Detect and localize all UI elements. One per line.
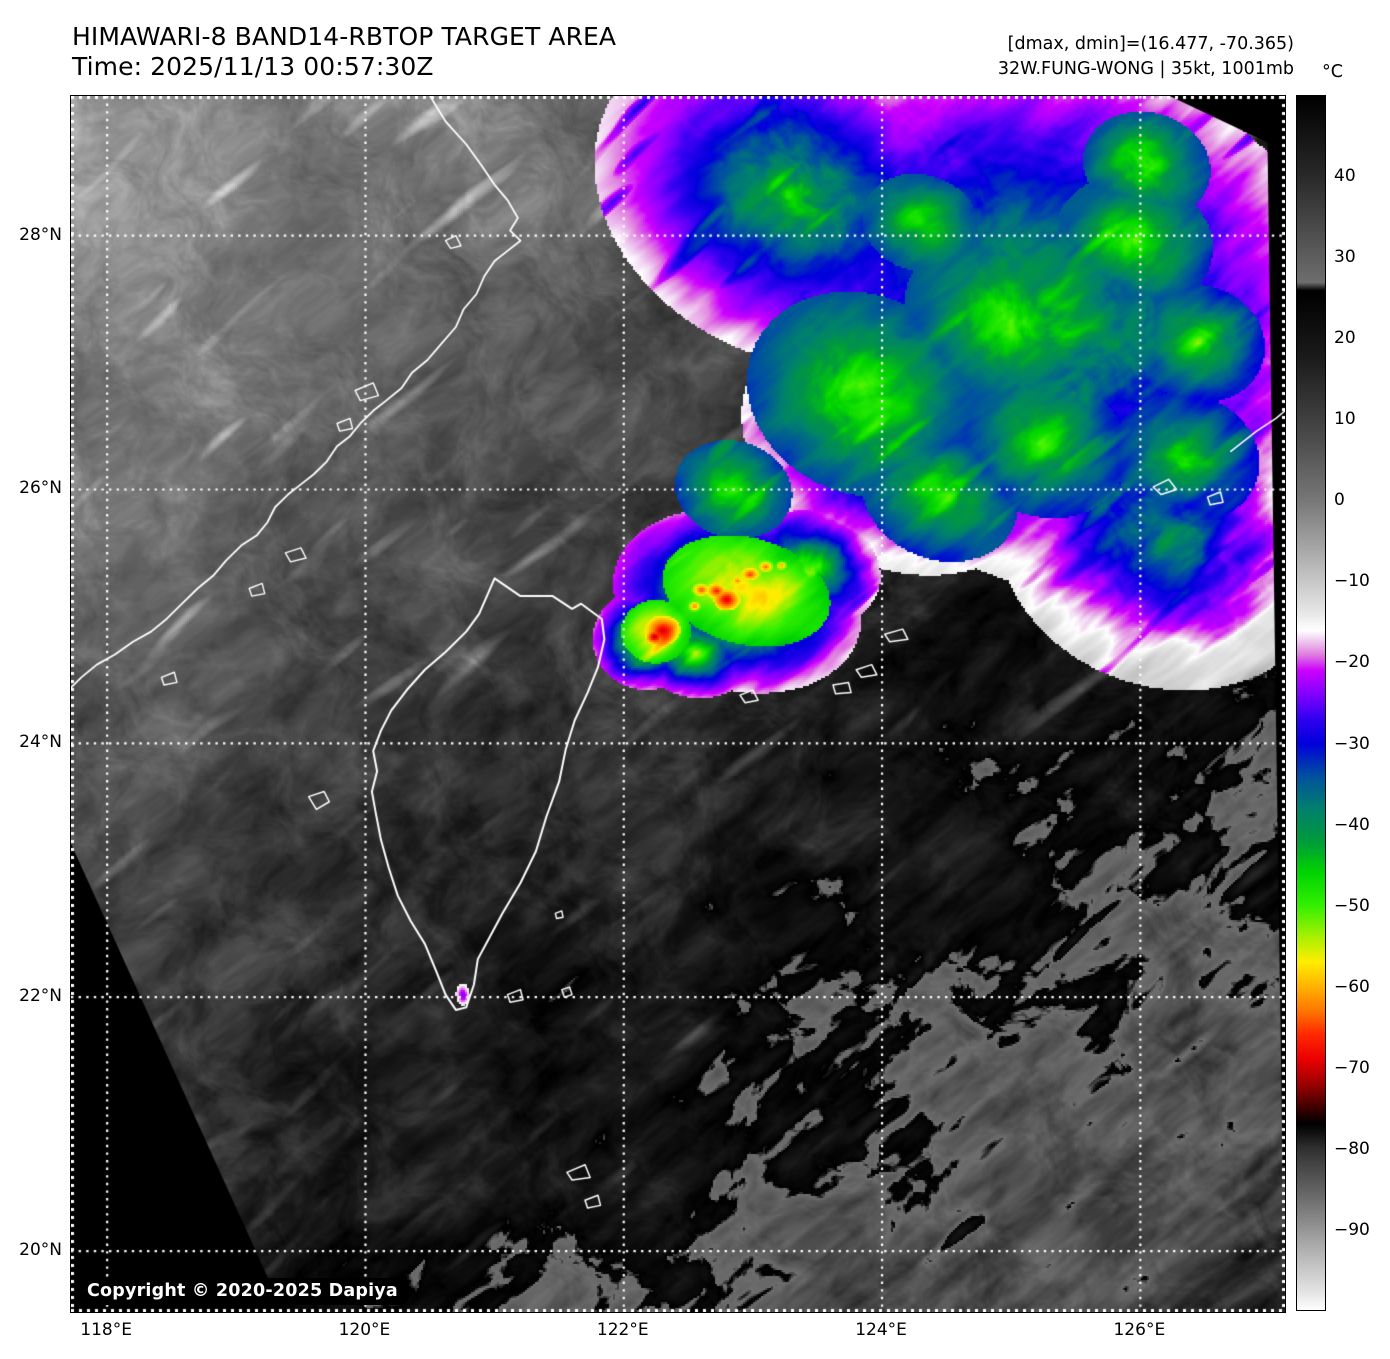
colorbar-tick--20: −20 <box>1334 652 1370 673</box>
colorbar-tick-0: 0 <box>1334 490 1345 511</box>
colorbar-tick-30: 30 <box>1334 247 1356 268</box>
page-title: HIMAWARI-8 BAND14-RBTOP TARGET AREA <box>72 22 617 51</box>
storm-info-label: 32W.FUNG-WONG | 35kt, 1001mb <box>997 59 1294 79</box>
y-tick-26: 26°N <box>19 478 62 499</box>
x-tick-126: 126°E <box>1113 1320 1166 1340</box>
y-tick-20: 20°N <box>19 1240 62 1261</box>
colorbar-tick--50: −50 <box>1334 895 1370 916</box>
x-tick-122: 122°E <box>596 1320 649 1340</box>
satellite-imagery-canvas <box>71 96 1285 1312</box>
x-tick-120: 120°E <box>338 1320 391 1340</box>
colorbar-tick--10: −10 <box>1334 571 1370 592</box>
colorbar-gradient <box>1297 96 1325 1310</box>
colorbar <box>1296 95 1326 1311</box>
colorbar-tick--90: −90 <box>1334 1219 1370 1240</box>
colorbar-tick--60: −60 <box>1334 976 1370 997</box>
y-tick-22: 22°N <box>19 986 62 1007</box>
y-tick-28: 28°N <box>19 224 62 245</box>
dmax-dmin-label: [dmax, dmin]=(16.477, -70.365) <box>1007 34 1294 54</box>
x-tick-118: 118°E <box>80 1320 133 1340</box>
copyright-badge: Copyright © 2020-2025 Dapiya <box>76 1278 409 1305</box>
colorbar-tick-10: 10 <box>1334 409 1356 430</box>
colorbar-tick--40: −40 <box>1334 814 1370 835</box>
colorbar-tick--30: −30 <box>1334 733 1370 754</box>
y-tick-24: 24°N <box>19 732 62 753</box>
x-tick-124: 124°E <box>855 1320 907 1340</box>
colorbar-unit-label: °C <box>1322 62 1343 82</box>
map-plot-area <box>70 95 1286 1313</box>
colorbar-tick--70: −70 <box>1334 1057 1370 1078</box>
colorbar-tick-40: 40 <box>1334 166 1356 187</box>
colorbar-tick-20: 20 <box>1334 328 1356 349</box>
colorbar-tick--80: −80 <box>1334 1138 1370 1159</box>
timestamp-label: Time: 2025/11/13 00:57:30Z <box>72 52 434 81</box>
